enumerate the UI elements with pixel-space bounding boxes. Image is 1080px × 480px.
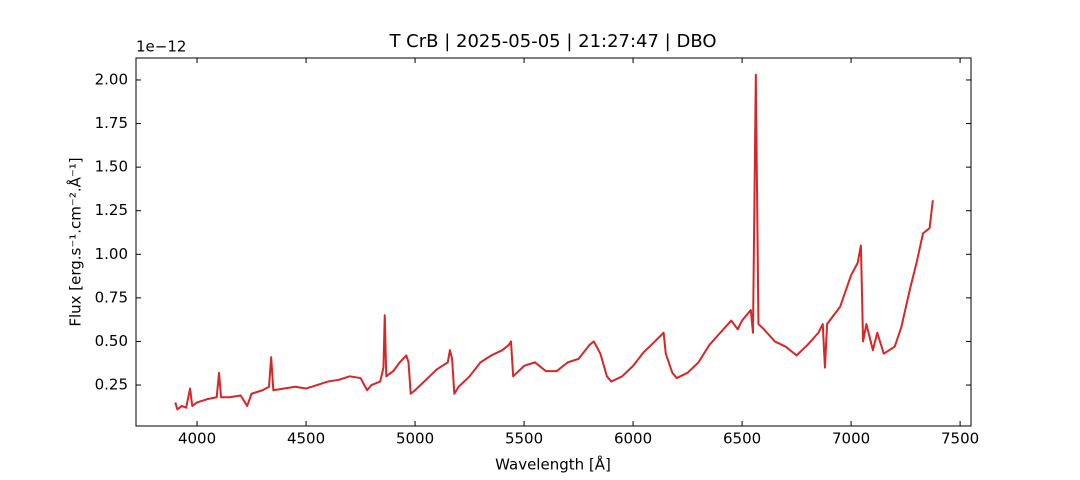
data-line <box>174 73 934 411</box>
y-tick-label: 1.50 <box>95 158 128 176</box>
x-tick-label: 7000 <box>832 430 870 448</box>
y-tick-label: 0.25 <box>95 376 128 394</box>
y-tick-label: 1.00 <box>95 245 128 263</box>
x-tick-label: 4500 <box>287 430 325 448</box>
x-tick-label: 6500 <box>723 430 761 448</box>
y-tick-label: 0.50 <box>95 332 128 350</box>
x-tick-label: 5000 <box>396 430 434 448</box>
y-offset-label: 1e−12 <box>136 38 186 56</box>
x-tick-label: 7500 <box>941 430 979 448</box>
plot-frame <box>135 57 972 427</box>
y-axis-label: Flux [erg.s⁻¹.cm⁻².Å⁻¹] <box>66 157 85 326</box>
chart-title: T CrB | 2025-05-05 | 21:27:47 | DBO <box>388 31 716 52</box>
y-tick-label: 1.25 <box>95 201 128 219</box>
y-tick-label: 2.00 <box>95 70 128 88</box>
x-tick-label: 6000 <box>614 430 652 448</box>
x-tick-label: 5500 <box>505 430 543 448</box>
x-axis-label: Wavelength [Å] <box>495 455 611 474</box>
y-tick-label: 1.75 <box>95 114 128 132</box>
x-tick-label: 4000 <box>178 430 216 448</box>
y-tick-label: 0.75 <box>95 288 128 306</box>
